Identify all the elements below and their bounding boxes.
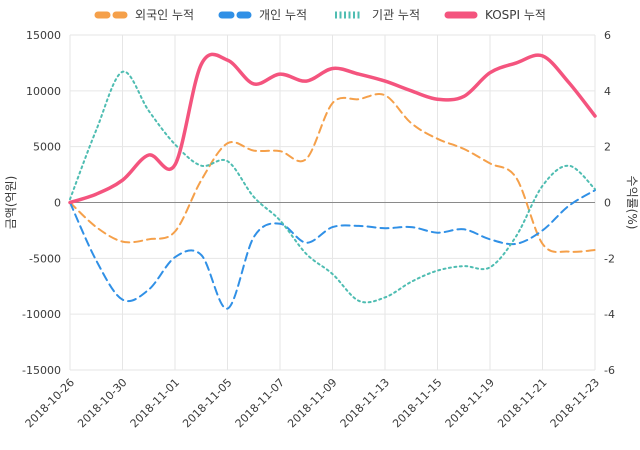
y-right-tick-label: 0	[604, 197, 611, 210]
y-left-tick-label: -10000	[22, 308, 61, 321]
legend-label: 외국인 누적	[135, 8, 195, 22]
individual-line-swatch-icon	[218, 11, 252, 18]
x-tick-label: 2018-11-23	[548, 376, 602, 430]
kospi-line-swatch-icon	[444, 11, 478, 18]
series-line-individual	[69, 189, 596, 310]
y-right-tick-label: -2	[604, 252, 615, 265]
y-right-tick-label: 4	[604, 85, 611, 98]
right-axis-title: 수익률(%)	[625, 176, 639, 230]
y-left-tick-label: -15000	[22, 364, 61, 377]
legend-item-foreign: 외국인 누적	[94, 6, 194, 23]
x-tick-label: 2018-11-05	[180, 376, 234, 430]
gridlines	[69, 34, 596, 371]
x-tick-label: 2018-10-30	[75, 376, 129, 430]
legend-label: 기관 누적	[372, 8, 421, 22]
legend-item-individual: 개인 누적	[218, 6, 307, 23]
y-left-tick-label: 15000	[26, 29, 61, 42]
y-left-tick-label: 0	[54, 197, 61, 210]
y-right-tick-label: 2	[604, 141, 611, 154]
series-line-kospi	[68, 52, 597, 205]
chart-legend: 외국인 누적 개인 누적 기관 누적 KOSPI 누적	[0, 6, 640, 23]
x-tick-label: 2018-10-26	[23, 376, 77, 430]
legend-label: KOSPI 누적	[485, 8, 546, 22]
x-tick-label: 2018-11-01	[128, 376, 182, 430]
series-lines	[68, 52, 597, 310]
legend-item-kospi: KOSPI 누적	[444, 6, 546, 23]
x-tick-label: 2018-11-21	[495, 376, 549, 430]
legend-item-institution: 기관 누적	[331, 6, 420, 23]
series-line-foreign	[69, 93, 596, 253]
series-line-institution	[69, 70, 596, 304]
y-right-tick-label: 6	[604, 29, 611, 42]
x-tick-label: 2018-11-09	[285, 376, 339, 430]
y-left-tick-label: 10000	[26, 85, 61, 98]
y-left-tick-label: 5000	[33, 141, 61, 154]
x-tick-label: 2018-11-15	[390, 376, 444, 430]
left-axis-title: 금액(억원)	[4, 176, 18, 230]
y-right-tick-label: -6	[604, 364, 615, 377]
foreign-line-swatch-icon	[94, 11, 128, 18]
x-tick-label: 2018-11-07	[233, 376, 287, 430]
x-tick-label: 2018-11-19	[443, 376, 497, 430]
legend-label: 개인 누적	[259, 8, 308, 22]
y-right-tick-label: -4	[604, 308, 615, 321]
y-left-tick-label: -5000	[29, 252, 61, 265]
institution-line-swatch-icon	[335, 11, 362, 18]
x-tick-label: 2018-11-13	[338, 376, 392, 430]
